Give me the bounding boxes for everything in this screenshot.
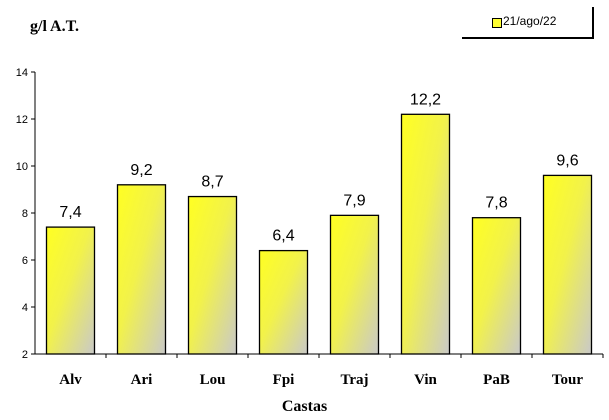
data-label: 6,4 (272, 228, 294, 245)
bar-fpi (258, 249, 309, 355)
data-label: 7,8 (485, 195, 507, 212)
x-tick-label: Fpi (273, 372, 295, 388)
bar-lou (187, 195, 238, 355)
legend: 21/ago/22 (462, 7, 594, 39)
bar-traj (329, 214, 380, 355)
x-tick-label: Alv (59, 372, 82, 388)
data-label: 12,2 (410, 91, 441, 108)
x-tick-label: Lou (200, 372, 226, 388)
y-tick-label: 10 (16, 161, 28, 173)
legend-swatch (492, 18, 502, 28)
data-label: 8,7 (201, 174, 223, 191)
legend-label: 21/ago/22 (503, 14, 557, 28)
y-tick-label: 14 (16, 67, 28, 79)
y-tick-label: 12 (16, 114, 28, 126)
x-axis-label: Castas (281, 398, 328, 415)
bar-alv (45, 226, 96, 355)
y-tick-label: 4 (22, 302, 28, 314)
y-tick-label: 6 (22, 255, 28, 267)
data-label: 9,6 (556, 152, 578, 169)
data-label: 9,2 (130, 162, 152, 179)
bar-tour (542, 174, 593, 355)
data-label: 7,9 (343, 192, 365, 209)
bar-pab (471, 217, 522, 355)
y-axis-label: g/l A.T. (30, 18, 80, 35)
x-tick-label: PaB (483, 372, 510, 388)
bar-vin (400, 113, 451, 355)
y-tick-label: 2 (22, 349, 28, 361)
x-tick-label: Tour (552, 372, 583, 388)
x-tick-label: Traj (340, 372, 368, 388)
x-tick-label: Vin (414, 372, 437, 388)
y-tick-label: 8 (22, 208, 28, 220)
bar-ari (116, 184, 167, 355)
data-label: 7,4 (59, 204, 81, 221)
x-tick-label: Ari (131, 372, 153, 388)
